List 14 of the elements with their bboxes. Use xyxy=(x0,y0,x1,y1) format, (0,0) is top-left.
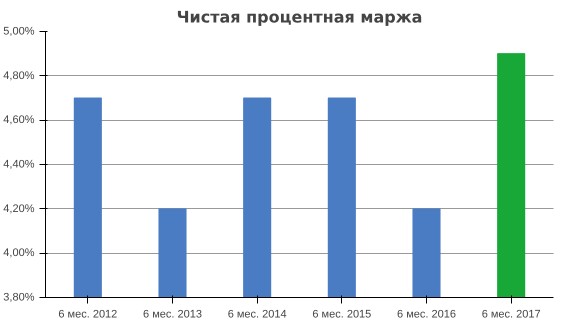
y-tick-label: 5,00% xyxy=(3,26,35,38)
x-tick-label: 6 мес. 2017 xyxy=(482,308,541,320)
y-tick-label: 4,40% xyxy=(3,158,35,170)
x-tick-label: 6 мес. 2016 xyxy=(397,308,456,320)
x-tick-label: 6 мес. 2015 xyxy=(312,308,372,320)
x-tick-label: 6 мес. 2014 xyxy=(228,308,287,320)
x-tick-label: 6 мес. 2013 xyxy=(143,308,202,320)
y-tick-label: 3,80% xyxy=(3,292,35,304)
chart-title: Чистая процентная маржа xyxy=(176,8,422,26)
y-tick-label: 4,00% xyxy=(3,247,35,260)
y-tick-label: 4,80% xyxy=(3,70,35,82)
y-tick-label: 4,20% xyxy=(3,202,35,215)
y-tick-label: 4,60% xyxy=(3,114,35,126)
x-tick-label: 6 мес. 2012 xyxy=(58,308,118,320)
